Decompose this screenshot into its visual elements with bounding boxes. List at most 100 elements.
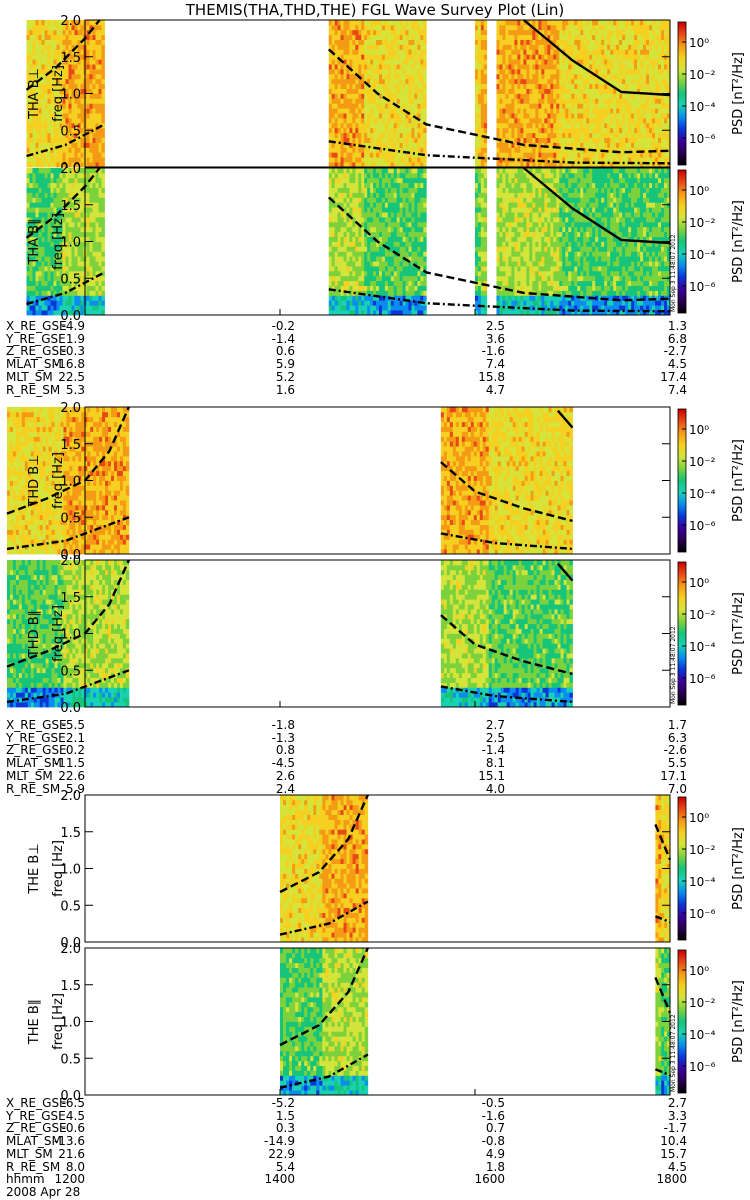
curve-tha-bperp-solid-4 xyxy=(523,19,671,97)
colorbar-tick-label-tha-bperp: 10⁻⁴ xyxy=(689,100,716,114)
ytick-label-tha-bperp: 1.0 xyxy=(60,88,81,103)
ylabel-probe-tha-bpar: THA B∥ xyxy=(27,218,42,265)
ytick-label-thd-bpar: 0.5 xyxy=(60,664,81,679)
ytick-label-tha-bpar: 2.0 xyxy=(60,162,81,177)
ephem-labels-thd: X_RE_GSE Y_RE_GSE Z_RE_GSE MLAT_SM MLT_S… xyxy=(6,718,67,796)
curve-thd-bpar-dashdot-1 xyxy=(6,669,130,704)
curve-thd-bpar-dash-2 xyxy=(440,614,573,676)
ytick-label-tha-bperp: 0.5 xyxy=(60,124,81,139)
spectrogram-block-tha-bpar-1 xyxy=(328,168,427,316)
ytick-label-the-bperp: 1.0 xyxy=(60,863,81,878)
creation-stamp-thd-bpar: Mon Sep 3 11:48:07 2012 xyxy=(670,626,677,704)
ylabel-freq-thd-bperp: freq [Hz] xyxy=(51,452,66,509)
curve-thd-bpar-solid-4 xyxy=(556,562,574,582)
curve-the-bpar-dashdot-1 xyxy=(279,1053,369,1089)
ephem-col-the-1200: -6.5 4.5 -0.6 -13.6 21.6 8.0 1200 xyxy=(53,1096,85,1187)
ytick-label-tha-bpar: 1.0 xyxy=(60,236,81,251)
creation-stamp-tha-bpar: Mon Sep 3 11:48:07 2012 xyxy=(670,234,677,312)
ytick-label-thd-bperp: 1.0 xyxy=(60,475,81,490)
ytick-label-tha-bperp: 1.5 xyxy=(60,51,81,66)
ephem-col-tha-1400: -0.2 -1.4 0.6 5.9 5.2 1.6 xyxy=(271,319,295,397)
ytick-label-thd-bperp: 1.5 xyxy=(60,438,81,453)
date-label: 2008 Apr 28 xyxy=(6,1185,81,1199)
ytick-label-thd-bperp: 0.5 xyxy=(60,511,81,526)
ytick-label-tha-bpar: 1.5 xyxy=(60,199,81,214)
ephem-col-thd-1200: -5.5 2.1 0.2 -11.5 22.6 5.9 xyxy=(53,718,85,796)
colorbar-thd-bpar xyxy=(677,561,687,706)
ytick-label-thd-bpar: 1.0 xyxy=(60,628,81,643)
ylabel-freq-tha-bpar: freq [Hz] xyxy=(51,213,66,270)
colorbar-tick-label-tha-bpar: 10⁻⁶ xyxy=(689,280,716,294)
curve-tha-bperp-dash-0 xyxy=(25,19,101,91)
panel-frame-thd-bperp xyxy=(84,406,671,555)
colorbar-tha-bperp xyxy=(677,21,687,166)
colorbar-tick-label-the-bperp: 10⁻⁶ xyxy=(689,907,716,921)
ytick-label-the-bpar: 0.0 xyxy=(60,1089,81,1104)
ylabel-freq-tha-bperp: freq [Hz] xyxy=(51,65,66,122)
colorbar-tick-label-the-bperp: 10⁰ xyxy=(689,811,709,825)
curve-tha-bperp-dash-2 xyxy=(327,48,671,154)
colorbar-tick-label-tha-bperp: 10⁰ xyxy=(689,36,709,50)
colorbar-tick-label-the-bpar: 10⁻⁶ xyxy=(689,1060,716,1074)
colorbar-label-the-bperp: PSD [nT²/Hz] xyxy=(731,827,746,910)
ylabel-probe-tha-bperp: THA B⊥ xyxy=(27,68,42,120)
ylabel-probe-the-bperp: THE B⊥ xyxy=(27,843,42,894)
panel-frame-the-bpar xyxy=(84,947,671,1096)
ylabel-probe-the-bpar: THE B∥ xyxy=(27,999,42,1045)
ytick-label-tha-bpar: 0.0 xyxy=(60,309,81,324)
colorbar-label-tha-bpar: PSD [nT²/Hz] xyxy=(731,200,746,283)
colorbar-tick-label-thd-bperp: 10⁻⁶ xyxy=(689,519,716,533)
colorbar-tick-label-tha-bperp: 10⁻² xyxy=(689,68,716,82)
ephem-col-thd-1600: 2.7 2.5 -1.4 8.1 15.1 4.0 xyxy=(478,718,505,796)
ephem-col-the-1400: -5.2 1.5 0.3 -14.9 22.9 5.4 1400 xyxy=(263,1096,295,1187)
curve-the-bperp-dashdot-3 xyxy=(654,915,671,924)
colorbar-tick-label-the-bperp: 10⁻⁴ xyxy=(689,875,716,889)
ylabel-freq-thd-bpar: freq [Hz] xyxy=(51,605,66,662)
curve-thd-bperp-dashdot-3 xyxy=(440,532,573,551)
colorbar-tick-label-thd-bperp: 10⁻² xyxy=(689,455,716,469)
curve-tha-bpar-dashdot-3 xyxy=(328,288,671,313)
ytick-label-thd-bpar: 2.0 xyxy=(60,554,81,569)
ephem-col-tha-1200: -4.9 1.9 -0.3 -16.8 22.5 5.3 xyxy=(53,319,85,397)
colorbar-thd-bperp xyxy=(677,408,687,553)
colorbar-tick-label-thd-bperp: 10⁰ xyxy=(689,423,709,437)
spectrogram-block-the-bperp-0 xyxy=(280,795,369,943)
spectrogram-block-tha-bperp-3 xyxy=(496,20,671,168)
colorbar-label-the-bpar: PSD [nT²/Hz] xyxy=(731,980,746,1063)
curve-the-bperp-dash-2 xyxy=(654,823,672,861)
colorbar-tick-label-thd-bpar: 10⁻⁴ xyxy=(689,640,716,654)
spectrogram-block-tha-bpar-2 xyxy=(475,168,488,316)
spectrogram-block-tha-bpar-3 xyxy=(496,168,671,316)
ytick-label-the-bperp: 2.0 xyxy=(60,789,81,804)
colorbar-tick-label-the-bpar: 10⁰ xyxy=(689,964,709,978)
ephem-col-thd-1400: -1.8 -1.3 0.8 -4.5 2.6 2.4 xyxy=(271,718,295,796)
ytick-label-thd-bpar: 0.0 xyxy=(60,701,81,716)
ytick-label-thd-bpar: 1.5 xyxy=(60,591,81,606)
spectrogram-block-thd-bpar-1 xyxy=(440,560,573,708)
ytick-label-the-bperp: 0.5 xyxy=(60,899,81,914)
creation-stamp-the-bpar: Mon Sep 3 11:48:07 2012 xyxy=(670,1014,677,1092)
ylabel-probe-thd-bperp: THD B⊥ xyxy=(27,454,42,507)
colorbar-tick-label-thd-bperp: 10⁻⁴ xyxy=(689,487,716,501)
colorbar-the-bperp xyxy=(677,796,687,941)
ephem-col-thd-1800: 1.7 6.3 -2.6 5.5 17.1 7.0 xyxy=(660,718,687,796)
spectrogram-block-thd-bperp-1 xyxy=(440,407,573,555)
colorbar-tick-label-tha-bperp: 10⁻⁶ xyxy=(689,132,716,146)
spectrogram-block-the-bpar-0 xyxy=(280,948,369,1096)
ylabel-freq-the-bpar: freq [Hz] xyxy=(51,993,66,1050)
ephem-labels-tha: X_RE_GSE Y_RE_GSE Z_RE_GSE MLAT_SM MLT_S… xyxy=(6,319,67,397)
curve-tha-bpar-dashdot-1 xyxy=(26,271,106,306)
curve-thd-bperp-dash-2 xyxy=(440,461,573,523)
chart-title: THEMIS(THA,THD,THE) FGL Wave Survey Plot… xyxy=(185,1,565,19)
spectrogram-block-the-bpar-1 xyxy=(655,948,671,1096)
spectrogram-block-the-bperp-1 xyxy=(655,795,671,943)
ephem-labels-the: X_RE_GSE Y_RE_GSE Z_RE_GSE MLAT_SM MLT_S… xyxy=(6,1096,67,1187)
colorbar-tick-label-tha-bpar: 10⁰ xyxy=(689,184,709,198)
ytick-label-the-bpar: 1.0 xyxy=(60,1016,81,1031)
curve-tha-bperp-dashdot-1 xyxy=(26,123,106,158)
curve-the-bpar-dash-2 xyxy=(654,976,672,1014)
curve-thd-bperp-dashdot-1 xyxy=(6,516,130,551)
ephem-col-the-1800: 2.7 3.3 -1.7 10.4 15.7 4.5 1800 xyxy=(656,1096,687,1187)
colorbar-label-tha-bperp: PSD [nT²/Hz] xyxy=(731,52,746,135)
